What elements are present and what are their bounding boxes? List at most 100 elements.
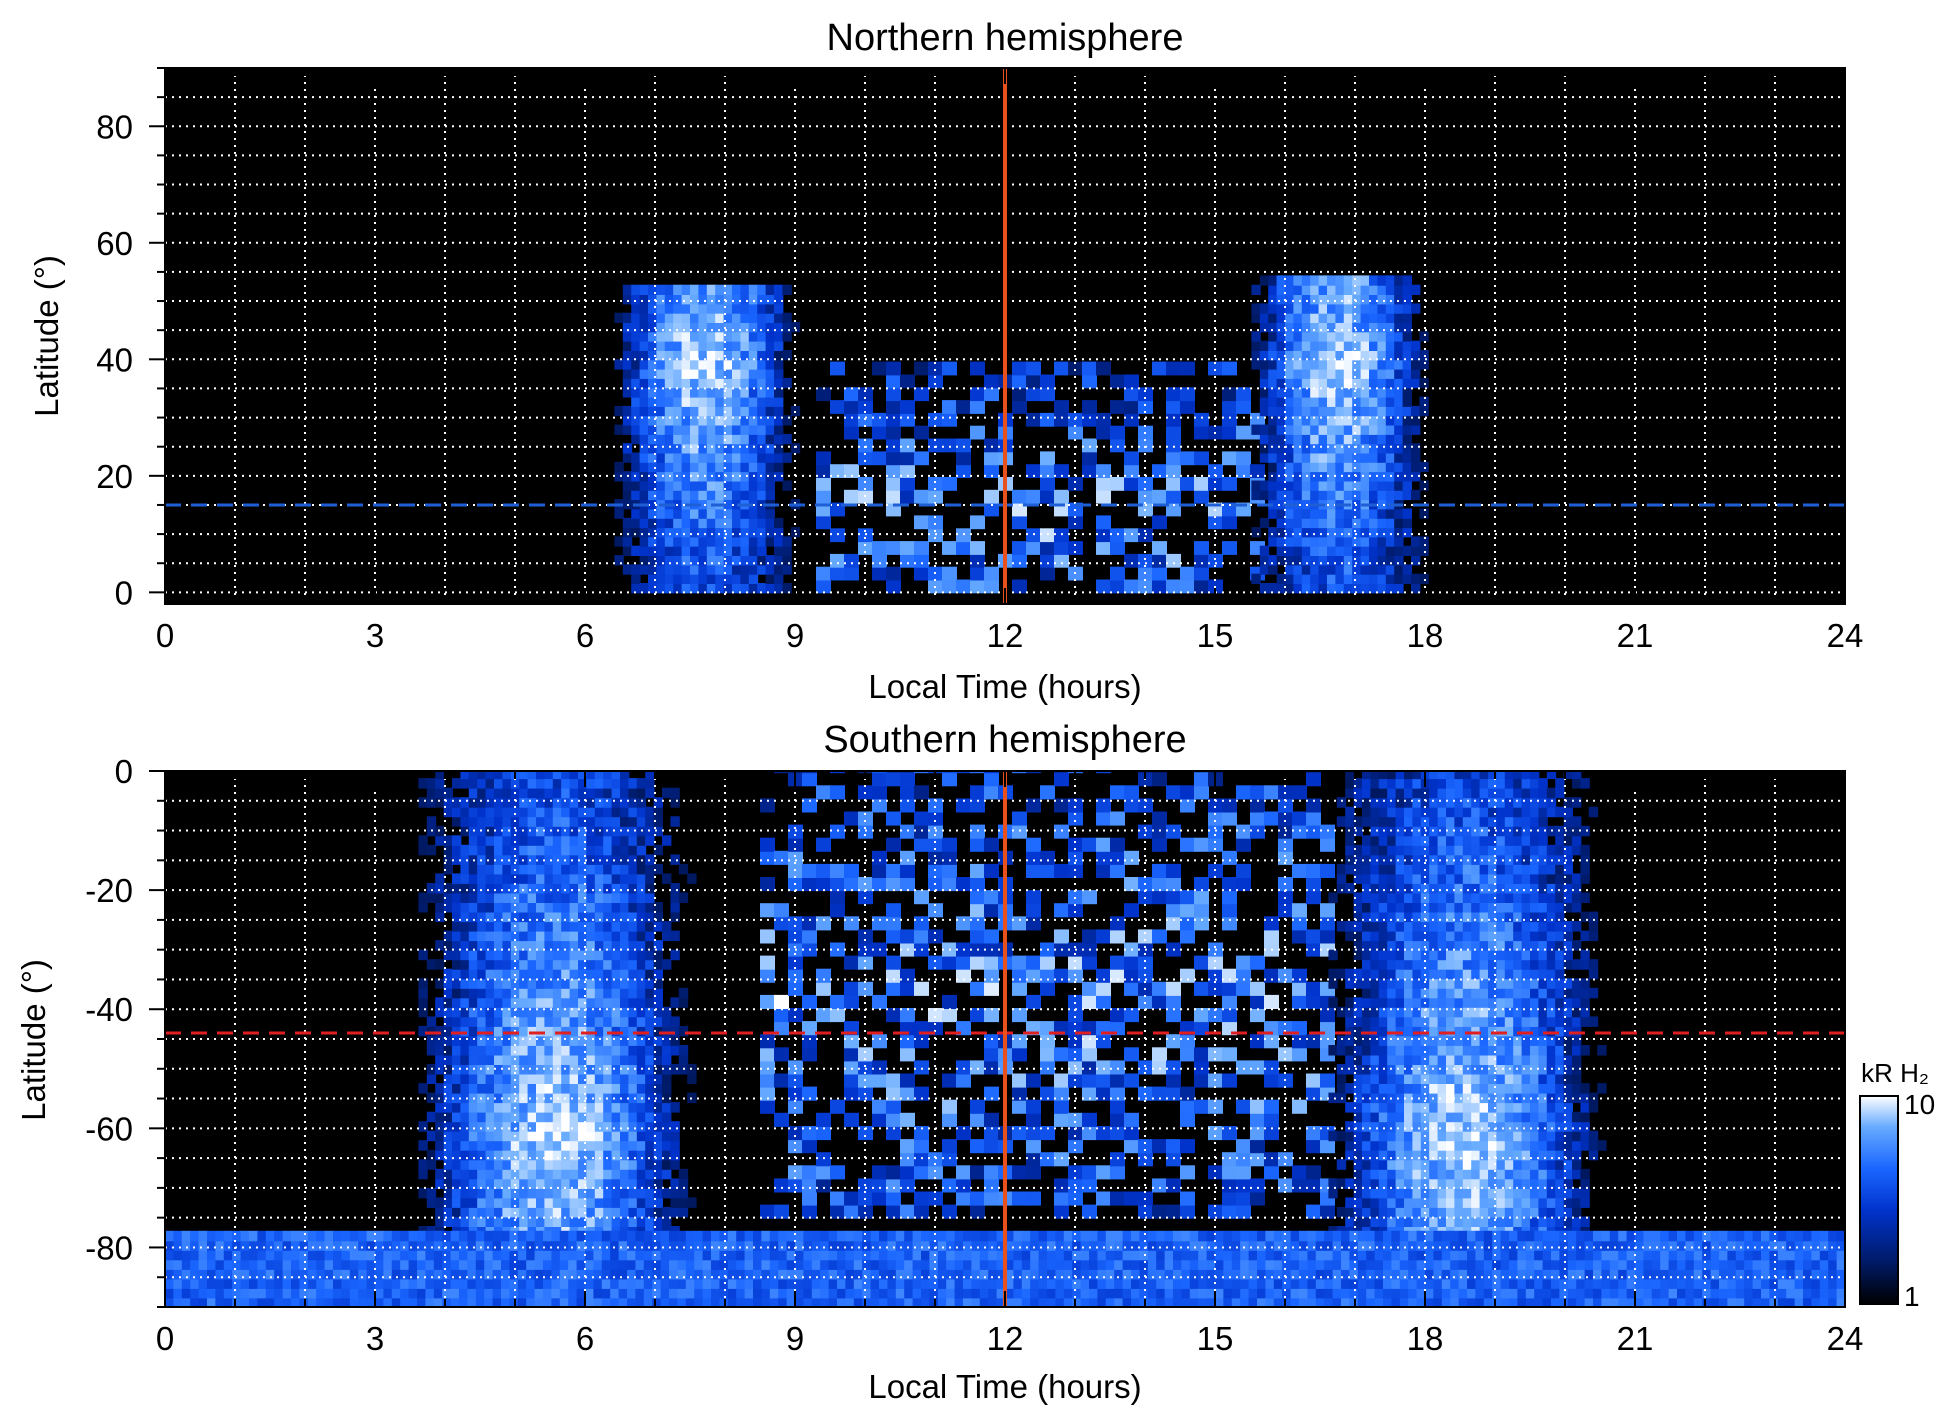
- heat-cell: [1521, 1073, 1531, 1084]
- heat-cell: [1259, 555, 1270, 566]
- heat-cell: [426, 892, 437, 903]
- heat-cell: [970, 890, 985, 905]
- heat-cell: [1250, 1126, 1265, 1141]
- heat-cell: [914, 981, 929, 996]
- heat-cell: [561, 873, 571, 884]
- heat-cell: [1222, 1165, 1237, 1180]
- heat-cell: [510, 1140, 521, 1151]
- heat-cell: [544, 987, 554, 999]
- heat-cell: [435, 940, 445, 951]
- heat-cell: [970, 877, 985, 892]
- heat-cell: [1194, 981, 1209, 996]
- heat-cell: [844, 955, 859, 970]
- heat-cell: [1222, 425, 1237, 440]
- heat-cell: [1264, 1073, 1279, 1088]
- heat-cell: [706, 303, 717, 314]
- heat-cell: [1378, 1130, 1389, 1142]
- heat-cell: [984, 968, 999, 983]
- heat-cell: [1437, 1025, 1447, 1037]
- heat-cell: [1370, 825, 1380, 837]
- heat-cell: [1320, 1139, 1335, 1154]
- heat-cell: [1362, 778, 1372, 789]
- heat-cell: [435, 787, 445, 799]
- heat-cell: [1513, 835, 1523, 846]
- heat-cell: [662, 1006, 672, 1018]
- heat-cell: [603, 1149, 613, 1161]
- heat-cell: [1385, 480, 1396, 491]
- heat-cell: [519, 930, 529, 942]
- heat-cell: [485, 844, 495, 856]
- heat-cell: [1362, 771, 1372, 780]
- heat-cell: [1268, 405, 1278, 417]
- heat-cell: [1268, 350, 1278, 361]
- heat-cell: [1012, 968, 1027, 983]
- heat-cell: [956, 1126, 971, 1141]
- heat-cell: [956, 771, 971, 774]
- heat-cell: [586, 978, 596, 989]
- heat-cell: [1362, 816, 1372, 827]
- heat-cell: [1293, 564, 1303, 575]
- heat-cell: [426, 1016, 437, 1027]
- heat-cell: [561, 959, 571, 970]
- heat-cell: [1285, 284, 1295, 295]
- heat-cell: [970, 541, 985, 555]
- heat-cell: [656, 294, 666, 305]
- heat-cell: [656, 359, 666, 370]
- heat-cell: [1513, 1102, 1523, 1113]
- heat-cell: [443, 1102, 453, 1113]
- heat-cell: [1360, 545, 1370, 556]
- heat-cell: [706, 424, 717, 435]
- heat-cell: [690, 312, 700, 323]
- heat-cell: [594, 921, 605, 932]
- heat-cell: [1138, 528, 1153, 543]
- heat-cell: [1301, 536, 1312, 547]
- heat-cell: [536, 863, 546, 875]
- heat-cell: [1152, 877, 1167, 892]
- heat-cell: [1479, 873, 1489, 884]
- heat-cell: [706, 489, 717, 501]
- heat-cell: [1285, 489, 1295, 501]
- heat-cell: [1404, 1216, 1414, 1227]
- heat-cell: [802, 1204, 817, 1219]
- heat-cell: [502, 1102, 512, 1113]
- heat-cell: [578, 1073, 588, 1084]
- heat-cell: [653, 863, 663, 875]
- heat-cell: [662, 787, 672, 799]
- heat-cell: [578, 1178, 588, 1189]
- heat-cell: [628, 959, 638, 970]
- heat-cell: [611, 771, 621, 780]
- heat-cell: [1292, 811, 1307, 826]
- heat-cell: [732, 555, 742, 566]
- heat-cell: [1318, 275, 1328, 286]
- heat-cell: [1521, 1216, 1531, 1227]
- heat-cell: [900, 968, 915, 983]
- heat-cell: [984, 1060, 999, 1075]
- heat-cell: [1166, 502, 1181, 517]
- heat-cell: [1194, 877, 1209, 892]
- heat-cell: [544, 1045, 554, 1056]
- heat-cell: [1454, 987, 1464, 999]
- heat-cell: [1152, 1204, 1167, 1219]
- heat-cell: [1301, 452, 1312, 463]
- heat-cell: [1404, 1187, 1414, 1199]
- heat-cell: [620, 1016, 630, 1027]
- heat-cell: [1306, 1139, 1321, 1154]
- heat-cell: [1429, 883, 1439, 894]
- heat-cell: [586, 797, 596, 808]
- heat-cell: [494, 940, 504, 951]
- heat-cell: [1301, 527, 1312, 538]
- heat-cell: [510, 911, 521, 923]
- heat-cell: [1040, 1060, 1055, 1075]
- heat-cell: [639, 359, 649, 370]
- heat-cell: [443, 902, 453, 913]
- heat-cell: [956, 1165, 971, 1180]
- heat-cell: [1377, 443, 1387, 454]
- heat-cell: [656, 517, 666, 529]
- heat-cell: [830, 877, 845, 892]
- heat-cell: [740, 545, 750, 556]
- heat-cell: [1412, 844, 1422, 856]
- heat-cell: [1479, 949, 1489, 961]
- heat-cell: [1479, 1216, 1489, 1227]
- heat-cell: [552, 787, 563, 799]
- heat-cell: [494, 816, 504, 827]
